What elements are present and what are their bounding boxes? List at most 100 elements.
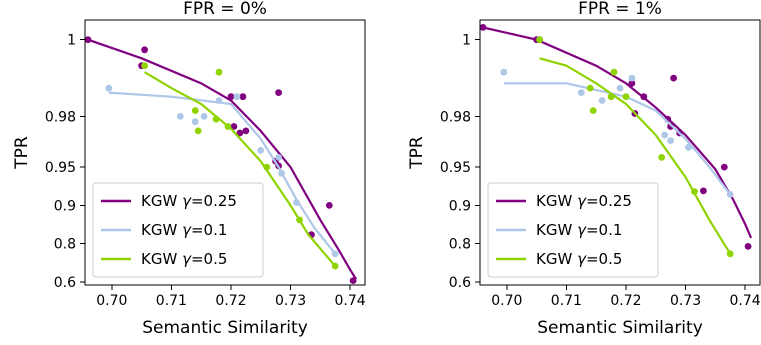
data-point xyxy=(227,93,235,101)
data-point xyxy=(577,89,585,96)
series-curve xyxy=(144,71,337,267)
data-point xyxy=(685,143,692,151)
data-point xyxy=(325,202,333,209)
data-point xyxy=(536,36,543,44)
data-point xyxy=(275,89,282,96)
y-tick-label: 1 xyxy=(67,33,76,49)
x-axis-label: Semantic Similarity xyxy=(537,318,703,338)
data-point xyxy=(236,129,244,137)
x-tick-label: 0.70 xyxy=(96,293,127,309)
series-curve xyxy=(539,57,732,255)
y-tick-label: 0.6 xyxy=(449,275,471,291)
data-point xyxy=(622,93,630,101)
legend-label: KGW γ=0.5 xyxy=(141,250,227,268)
data-point xyxy=(224,123,232,130)
data-point xyxy=(141,46,149,54)
x-tick-label: 0.73 xyxy=(670,293,701,309)
y-tick-label: 0.6 xyxy=(54,275,76,291)
y-tick-label: 0.9 xyxy=(54,198,76,214)
y-axis-label: TPR xyxy=(12,136,32,170)
data-point xyxy=(85,36,92,44)
data-point xyxy=(720,163,728,171)
data-point xyxy=(670,74,677,82)
y-tick-label: 1 xyxy=(462,33,471,49)
x-tick-label: 0.72 xyxy=(215,293,246,309)
data-point xyxy=(293,199,300,206)
y-tick-label: 0.8 xyxy=(449,237,471,253)
data-point xyxy=(105,84,113,92)
data-point xyxy=(331,250,339,258)
data-point xyxy=(628,79,636,87)
data-point xyxy=(141,62,149,70)
x-tick-label: 0.70 xyxy=(491,293,522,309)
series-2 xyxy=(500,68,734,198)
series-curve xyxy=(503,82,732,196)
data-point xyxy=(191,118,199,126)
data-point xyxy=(215,68,223,76)
series-1 xyxy=(85,36,358,284)
data-point xyxy=(586,84,594,92)
legend-label: KGW γ=0.1 xyxy=(536,221,622,239)
data-point xyxy=(233,93,241,101)
data-point xyxy=(263,163,271,171)
data-point xyxy=(275,154,282,161)
legend-label: KGW γ=0.25 xyxy=(536,192,632,210)
y-tick-label: 0.8 xyxy=(54,237,76,253)
data-point xyxy=(257,147,265,154)
y-axis-label: TPR xyxy=(407,136,427,170)
x-tick-label: 0.71 xyxy=(551,293,582,309)
data-point xyxy=(500,68,508,76)
legend: KGW γ=0.25 KGW γ=0.1 KGW γ=0.5 xyxy=(92,182,264,278)
data-point xyxy=(616,84,624,92)
chart-title: FPR = 0% xyxy=(183,0,267,19)
data-point xyxy=(691,188,698,196)
data-point xyxy=(349,277,357,284)
data-point xyxy=(200,113,208,120)
data-point xyxy=(194,127,202,135)
y-tick-label: 0.9 xyxy=(449,198,471,214)
data-point xyxy=(628,74,636,82)
y-tick-label: 0.95 xyxy=(440,160,471,176)
y-tick-label: 0.98 xyxy=(440,109,471,125)
data-point xyxy=(212,115,220,123)
x-tick-label: 0.71 xyxy=(156,293,187,309)
y-tick-label: 0.98 xyxy=(45,109,76,125)
series-curve xyxy=(482,26,753,239)
legend-label: KGW γ=0.25 xyxy=(141,192,237,210)
data-point xyxy=(278,169,285,177)
plot-frame xyxy=(479,19,761,286)
series-2 xyxy=(105,84,339,258)
data-point xyxy=(296,216,303,224)
x-tick-label: 0.72 xyxy=(610,293,641,309)
data-point xyxy=(726,191,734,198)
chart-title: FPR = 1% xyxy=(578,0,662,19)
series-curve xyxy=(108,91,337,255)
y-tick-label: 0.95 xyxy=(45,160,76,176)
data-point xyxy=(661,131,669,139)
data-point xyxy=(230,123,238,130)
x-axis-label: Semantic Similarity xyxy=(142,318,308,338)
data-point xyxy=(215,97,223,104)
plot-frame xyxy=(84,19,366,286)
data-point xyxy=(610,68,618,76)
data-point xyxy=(667,137,674,145)
x-tick-label: 0.74 xyxy=(730,293,761,309)
data-point xyxy=(598,97,606,104)
data-point xyxy=(589,107,597,114)
data-point xyxy=(191,107,199,114)
data-point xyxy=(331,262,339,270)
legend: KGW γ=0.25 KGW γ=0.1 KGW γ=0.5 xyxy=(487,182,659,278)
x-tick-label: 0.73 xyxy=(275,293,306,309)
x-tick-label: 0.74 xyxy=(335,293,366,309)
data-point xyxy=(658,154,666,161)
data-point xyxy=(744,243,752,250)
legend-box xyxy=(487,182,659,278)
legend-box xyxy=(92,182,264,278)
series-3 xyxy=(536,36,734,258)
series-3 xyxy=(141,62,339,270)
data-point xyxy=(700,187,707,195)
chart-panel-1: FPR = 0% 0.70 0.71 0.72 0.73 0.74 0.6 0.8 0.9 0.9… xyxy=(12,0,366,338)
legend-label: KGW γ=0.5 xyxy=(536,250,622,268)
chart-panel-2: FPR = 1% 0.70 0.71 0.72 0.73 0.74 0.6 0.8 0.9 0.9… xyxy=(407,0,761,338)
